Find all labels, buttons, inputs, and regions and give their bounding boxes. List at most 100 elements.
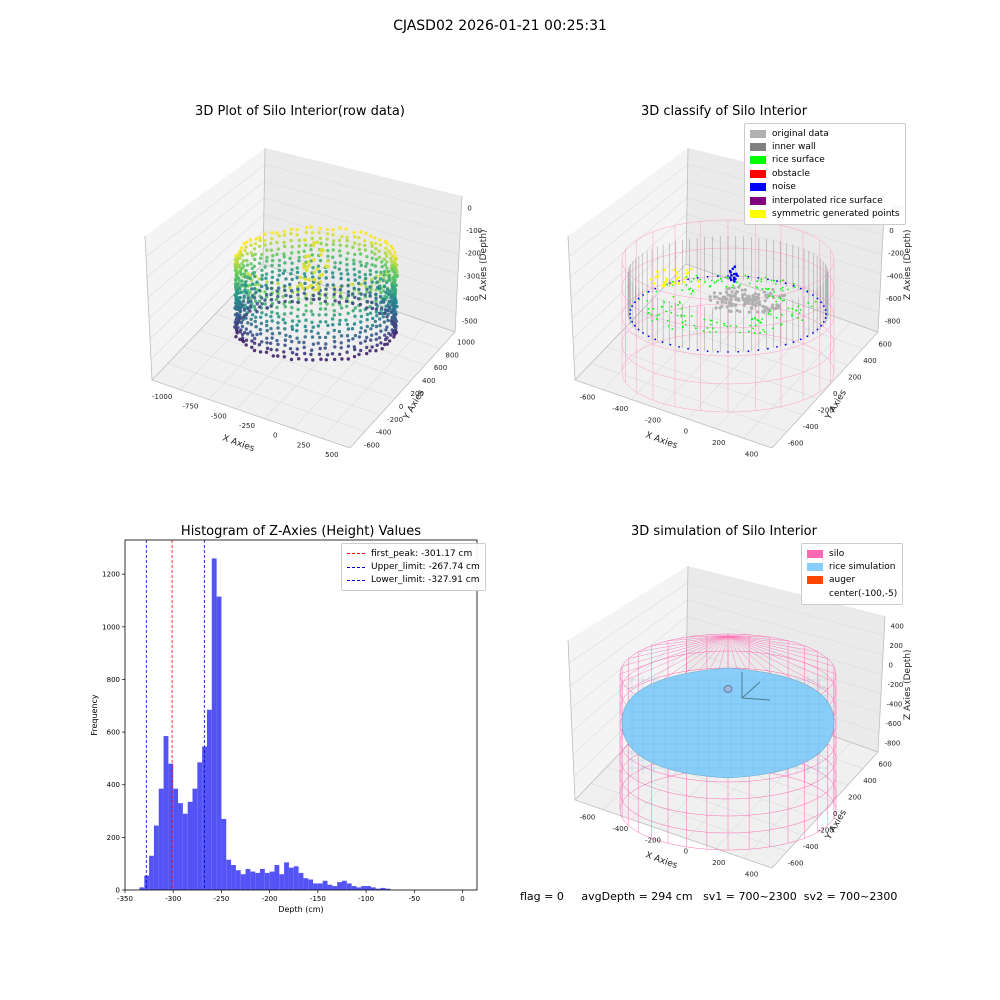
avg-depth-text: avgDepth = 294 cm	[581, 890, 693, 903]
data-point	[318, 307, 323, 311]
data-point	[393, 266, 397, 270]
data-point	[332, 292, 336, 297]
data-point	[269, 248, 274, 252]
data-point	[323, 307, 328, 311]
data-point	[346, 311, 350, 315]
data-point	[270, 231, 274, 235]
data-point	[378, 243, 382, 247]
data-point	[259, 332, 263, 336]
data-point	[304, 230, 308, 235]
data-point	[352, 267, 356, 271]
data-point	[325, 227, 329, 232]
original-data-point	[729, 298, 733, 302]
original-data-point	[737, 285, 741, 289]
data-point	[373, 252, 377, 256]
data-point	[309, 352, 313, 357]
data-point	[276, 342, 280, 347]
data-point	[254, 237, 258, 241]
data-point	[258, 236, 262, 240]
data-point	[270, 237, 274, 241]
data-point	[310, 320, 314, 324]
x-tick-label: -200	[645, 836, 661, 844]
data-point	[234, 335, 238, 339]
data-point	[345, 322, 350, 327]
data-point	[374, 270, 379, 274]
original-data-point	[757, 300, 762, 304]
legend-label: silo	[829, 548, 845, 559]
data-point	[374, 310, 379, 314]
x-tick-label: -250	[239, 422, 255, 430]
data-point	[338, 291, 343, 296]
data-point	[265, 286, 269, 291]
data-point	[258, 238, 262, 243]
data-point	[357, 270, 362, 274]
y-tick-label: 200	[411, 390, 424, 398]
data-point	[377, 255, 382, 259]
original-data-point	[718, 291, 722, 295]
data-point	[383, 333, 387, 337]
data-point	[331, 255, 335, 259]
data-point	[244, 245, 248, 249]
data-point	[330, 317, 335, 321]
data-point	[300, 284, 304, 288]
data-point	[264, 350, 269, 354]
original-data-point	[749, 306, 754, 310]
data-point	[370, 280, 374, 284]
original-data-point	[774, 306, 778, 310]
data-point	[374, 299, 378, 303]
data-point	[296, 287, 300, 291]
original-data-point	[715, 295, 719, 299]
data-point	[290, 299, 294, 304]
data-point	[249, 299, 253, 303]
data-point	[304, 329, 308, 333]
data-point	[252, 296, 257, 300]
data-point	[339, 272, 343, 276]
data-point	[390, 267, 394, 271]
data-point	[375, 343, 379, 347]
data-point	[353, 278, 357, 282]
data-point	[378, 317, 382, 321]
data-point	[310, 335, 315, 339]
data-point	[382, 320, 387, 324]
z-tick-label: -200	[465, 250, 481, 258]
data-point	[235, 298, 240, 303]
data-point	[260, 311, 264, 315]
data-point	[295, 347, 299, 351]
data-point	[338, 226, 342, 230]
data-point	[390, 300, 394, 304]
data-point	[265, 328, 269, 333]
data-point	[311, 358, 315, 362]
data-point	[311, 342, 316, 346]
data-point	[378, 277, 383, 281]
data-point	[277, 286, 281, 290]
data-point	[312, 297, 316, 302]
data-point	[283, 244, 287, 249]
data-point	[357, 287, 361, 292]
data-point	[295, 329, 299, 333]
data-point	[257, 244, 262, 248]
original-data-point	[716, 300, 720, 305]
data-point	[339, 334, 344, 338]
data-point	[368, 272, 373, 277]
data-point	[389, 295, 393, 300]
data-point	[332, 287, 337, 292]
plot1-point-cloud	[233, 225, 400, 362]
data-point	[304, 303, 308, 308]
data-point	[324, 296, 329, 300]
data-point	[325, 353, 330, 357]
figure-suptitle: CJASD02 2026-01-21 00:25:31	[393, 18, 607, 34]
data-point	[383, 263, 387, 267]
data-point	[258, 305, 262, 309]
data-point	[320, 272, 325, 277]
data-point	[388, 251, 392, 255]
data-point	[324, 243, 329, 247]
data-point	[370, 244, 374, 248]
data-point	[365, 299, 369, 304]
data-point	[357, 335, 362, 339]
data-point	[374, 257, 379, 262]
data-point	[370, 250, 374, 254]
plot4-xlabel: X Axies	[644, 850, 679, 871]
data-point	[368, 285, 372, 289]
data-point	[339, 276, 343, 281]
legend-item: rice simulation	[807, 560, 897, 573]
